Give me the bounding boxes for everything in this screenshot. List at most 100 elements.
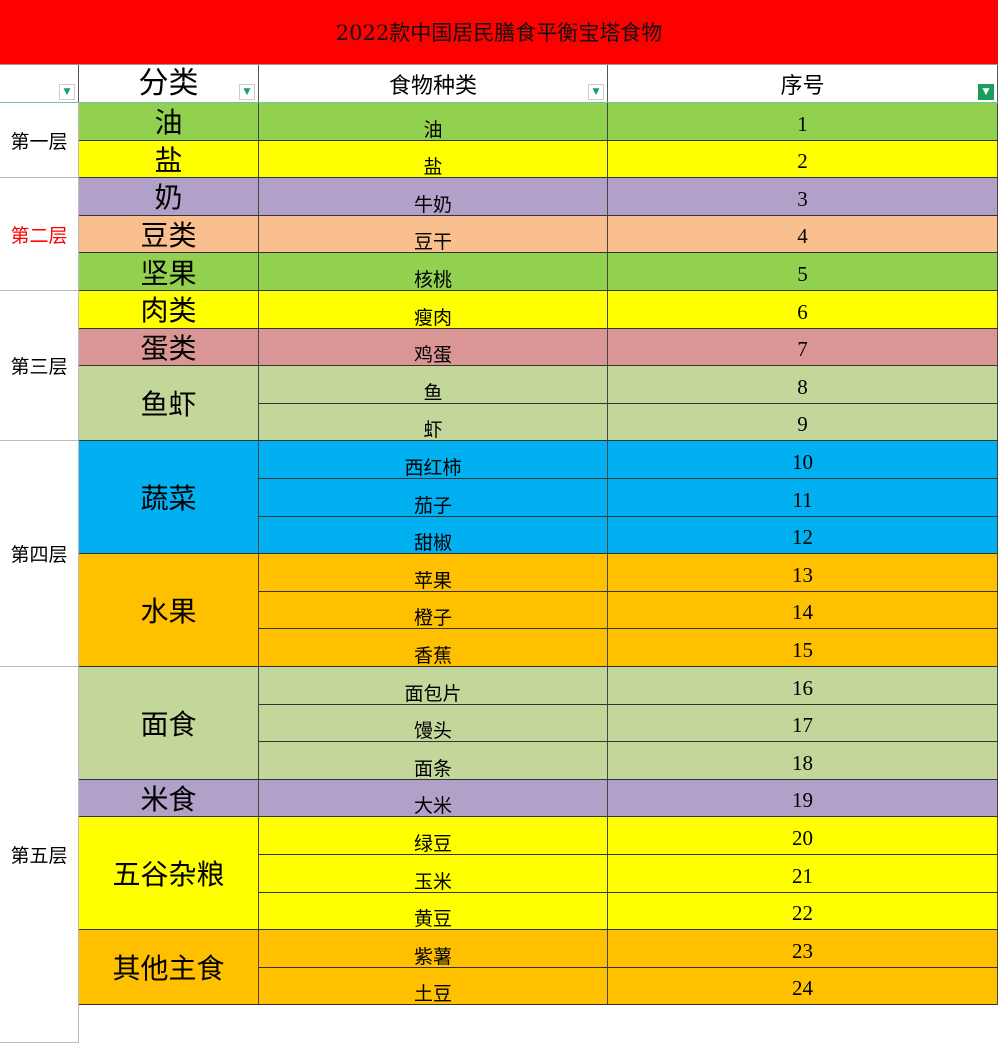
number-cell[interactable]: 4 (608, 215, 998, 254)
category-cell[interactable]: 蛋类 (79, 328, 259, 367)
number-cell-text: 10 (792, 449, 813, 474)
layer-cell[interactable]: 第四层 (0, 441, 79, 667)
number-cell[interactable]: 17 (608, 704, 998, 743)
layer-cell-text: 第四层 (10, 544, 68, 567)
category-cell-text: 五谷杂粮 (112, 858, 225, 892)
number-cell[interactable]: 24 (608, 967, 998, 1006)
number-cell[interactable]: 12 (608, 516, 998, 555)
number-cell-text: 11 (792, 487, 813, 512)
category-cell[interactable]: 盐 (79, 140, 259, 179)
number-cell[interactable]: 22 (608, 892, 998, 931)
food-cell[interactable]: 面包片 (259, 667, 608, 705)
food-cell[interactable]: 面条 (259, 742, 608, 780)
food-cell[interactable]: 核桃 (259, 253, 608, 291)
header-category: 分类 ▼ (79, 65, 259, 102)
food-cell-text: 土豆 (413, 983, 452, 1006)
food-cell[interactable]: 玉米 (259, 855, 608, 893)
category-cell[interactable]: 奶 (79, 178, 259, 216)
food-cell[interactable]: 西红柿 (259, 441, 608, 479)
food-cell-text: 面包片 (404, 682, 462, 705)
food-cell[interactable]: 豆干 (259, 215, 608, 254)
number-cell[interactable]: 8 (608, 366, 998, 404)
food-cell[interactable]: 鱼 (259, 366, 608, 404)
category-cell-text: 蛋类 (140, 331, 197, 365)
category-cell-text: 面食 (140, 707, 197, 741)
food-cell-text: 油 (423, 118, 443, 141)
category-cell[interactable]: 其他主食 (79, 930, 259, 1006)
number-cell[interactable]: 6 (608, 291, 998, 329)
number-cell[interactable]: 3 (608, 178, 998, 216)
food-cell[interactable]: 橙子 (259, 591, 608, 630)
food-cell[interactable]: 油 (259, 103, 608, 141)
food-cell[interactable]: 黄豆 (259, 892, 608, 931)
food-cell-text: 虾 (423, 419, 443, 442)
food-cell[interactable]: 牛奶 (259, 178, 608, 216)
category-cell[interactable]: 面食 (79, 667, 259, 780)
food-cell-text: 苹果 (413, 569, 452, 592)
food-cell[interactable]: 瘦肉 (259, 291, 608, 329)
food-cell[interactable]: 鸡蛋 (259, 328, 608, 367)
food-cell[interactable]: 盐 (259, 140, 608, 179)
number-cell-text: 5 (797, 261, 808, 286)
number-cell[interactable]: 16 (608, 667, 998, 705)
layer-cell-text: 第五层 (10, 845, 68, 867)
category-cell[interactable]: 鱼虾 (79, 366, 259, 442)
food-cell[interactable]: 苹果 (259, 554, 608, 592)
number-cell[interactable]: 5 (608, 253, 998, 291)
food-cell[interactable]: 绿豆 (259, 817, 608, 855)
number-cell[interactable]: 14 (608, 591, 998, 630)
number-cell[interactable]: 18 (608, 742, 998, 780)
number-cell[interactable]: 13 (608, 554, 998, 592)
number-cell[interactable]: 15 (608, 629, 998, 667)
number-cell[interactable]: 11 (608, 479, 998, 517)
filter-dropdown-icon[interactable]: ▼ (239, 84, 255, 100)
number-cell[interactable]: 23 (608, 930, 998, 968)
category-cell-text: 盐 (154, 143, 183, 177)
food-cell-text: 核桃 (413, 268, 452, 291)
food-cell[interactable]: 大米 (259, 779, 608, 818)
number-cell[interactable]: 19 (608, 779, 998, 818)
number-cell[interactable]: 2 (608, 140, 998, 179)
food-cell[interactable]: 土豆 (259, 967, 608, 1006)
food-cell-text: 大米 (413, 795, 452, 818)
number-cell[interactable]: 7 (608, 328, 998, 367)
category-cell[interactable]: 蔬菜 (79, 441, 259, 555)
filter-dropdown-icon[interactable]: ▼ (59, 84, 75, 100)
number-cell-text: 2 (797, 149, 808, 174)
number-cell[interactable]: 20 (608, 817, 998, 855)
category-cell[interactable]: 豆类 (79, 215, 259, 254)
layer-cell-text: 第三层 (10, 356, 68, 379)
layer-cell[interactable]: 第三层 (0, 291, 79, 442)
food-cell[interactable]: 紫薯 (259, 930, 608, 968)
food-cell[interactable]: 馒头 (259, 704, 608, 743)
food-cell[interactable]: 虾 (259, 403, 608, 442)
category-cell[interactable]: 五谷杂粮 (79, 817, 259, 931)
number-cell-text: 7 (797, 337, 808, 362)
layer-cell[interactable]: 第一层 (0, 103, 79, 179)
layer-cell[interactable]: 第五层 (0, 667, 79, 1043)
number-cell[interactable]: 9 (608, 403, 998, 442)
number-cell[interactable]: 10 (608, 441, 998, 479)
layer-cell-text: 第一层 (10, 130, 68, 153)
header-row: ▼ 分类 ▼ 食物种类 ▼ 序号 ▼ (0, 65, 998, 104)
number-cell-text: 4 (797, 224, 808, 249)
food-cell-text: 西红柿 (404, 456, 462, 479)
food-cell[interactable]: 香蕉 (259, 629, 608, 667)
food-cell-text: 香蕉 (413, 644, 452, 667)
category-cell[interactable]: 油 (79, 103, 259, 141)
number-cell[interactable]: 1 (608, 103, 998, 141)
food-cell[interactable]: 茄子 (259, 479, 608, 517)
layer-cell[interactable]: 第二层 (0, 178, 79, 291)
food-cell[interactable]: 甜椒 (259, 516, 608, 555)
category-cell[interactable]: 坚果 (79, 253, 259, 291)
filter-active-icon[interactable]: ▼ (978, 84, 994, 100)
number-cell[interactable]: 21 (608, 855, 998, 893)
category-cell[interactable]: 米食 (79, 779, 259, 818)
number-cell-text: 16 (792, 675, 813, 700)
food-cell-text: 甜椒 (413, 532, 452, 555)
category-cell[interactable]: 水果 (79, 554, 259, 667)
food-cell-text: 鱼 (423, 381, 443, 404)
number-cell-text: 6 (797, 299, 808, 324)
filter-dropdown-icon[interactable]: ▼ (588, 84, 604, 100)
category-cell[interactable]: 肉类 (79, 291, 259, 329)
